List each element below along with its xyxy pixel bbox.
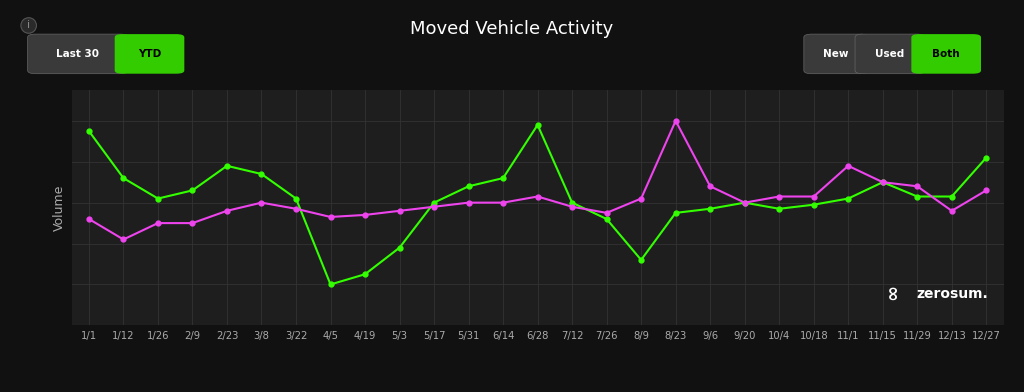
Previous Year bbox=[393, 209, 406, 213]
Current bbox=[945, 194, 957, 199]
Text: Used: Used bbox=[876, 49, 904, 59]
Current bbox=[118, 176, 130, 180]
Current bbox=[186, 188, 199, 193]
Previous Year bbox=[980, 188, 992, 193]
Previous Year bbox=[463, 200, 475, 205]
Current bbox=[393, 245, 406, 250]
Previous Year bbox=[738, 200, 751, 205]
Previous Year bbox=[358, 212, 371, 217]
Current bbox=[877, 180, 889, 185]
Current bbox=[566, 200, 579, 205]
Text: YTD: YTD bbox=[138, 49, 161, 59]
Text: Both: Both bbox=[933, 49, 959, 59]
Previous Year bbox=[842, 163, 854, 168]
Text: Last 30: Last 30 bbox=[56, 49, 99, 59]
Previous Year bbox=[83, 217, 95, 221]
Previous Year bbox=[325, 214, 337, 219]
Current bbox=[980, 155, 992, 160]
Current bbox=[255, 172, 267, 176]
Text: zerosum.: zerosum. bbox=[916, 287, 988, 301]
Current bbox=[531, 123, 544, 127]
Previous Year bbox=[911, 184, 924, 189]
Current bbox=[497, 176, 509, 180]
Current bbox=[221, 163, 233, 168]
Previous Year bbox=[808, 194, 820, 199]
Current bbox=[842, 196, 854, 201]
Current bbox=[911, 194, 924, 199]
Previous Year bbox=[600, 211, 612, 215]
Current bbox=[600, 217, 612, 221]
Text: ∞: ∞ bbox=[884, 284, 902, 300]
Current bbox=[83, 129, 95, 133]
Current bbox=[428, 200, 440, 205]
Text: Moved Vehicle Activity: Moved Vehicle Activity bbox=[411, 20, 613, 38]
Previous Year bbox=[221, 209, 233, 213]
Previous Year bbox=[152, 221, 164, 225]
Previous Year bbox=[290, 207, 302, 211]
Previous Year bbox=[877, 180, 889, 185]
Current bbox=[635, 258, 647, 262]
Current bbox=[358, 272, 371, 277]
Current bbox=[808, 202, 820, 207]
Current bbox=[325, 282, 337, 287]
Current bbox=[773, 207, 785, 211]
Previous Year bbox=[428, 204, 440, 209]
Text: i: i bbox=[27, 20, 31, 31]
Current bbox=[463, 184, 475, 189]
Current bbox=[738, 200, 751, 205]
Line: Previous Year: Previous Year bbox=[86, 118, 989, 242]
Previous Year bbox=[670, 118, 682, 123]
Previous Year bbox=[186, 221, 199, 225]
Previous Year bbox=[118, 237, 130, 242]
Current bbox=[705, 207, 717, 211]
Previous Year bbox=[705, 184, 717, 189]
Previous Year bbox=[773, 194, 785, 199]
Text: New: New bbox=[823, 49, 848, 59]
Line: Current: Current bbox=[86, 122, 989, 287]
Current bbox=[670, 211, 682, 215]
Previous Year bbox=[531, 194, 544, 199]
Previous Year bbox=[566, 204, 579, 209]
Y-axis label: Volume: Volume bbox=[53, 185, 67, 231]
Current bbox=[152, 196, 164, 201]
Previous Year bbox=[635, 196, 647, 201]
Previous Year bbox=[945, 209, 957, 213]
Current bbox=[290, 196, 302, 201]
Previous Year bbox=[255, 200, 267, 205]
Previous Year bbox=[497, 200, 509, 205]
